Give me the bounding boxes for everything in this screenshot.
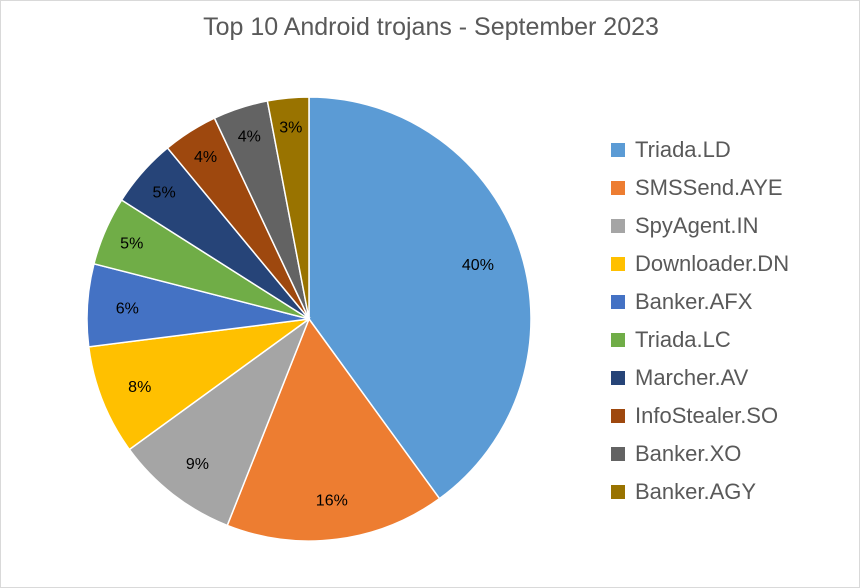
legend-item: Downloader.DN xyxy=(611,245,789,283)
legend-label: Banker.AGY xyxy=(635,479,757,504)
legend-label: Marcher.AV xyxy=(635,365,749,390)
legend-swatch xyxy=(611,143,625,157)
legend-label: SpyAgent.IN xyxy=(635,213,759,238)
data-label: 4% xyxy=(238,128,261,145)
legend-swatch xyxy=(611,257,625,271)
legend: Triada.LD SMSSend.AYE SpyAgent.IN Downloade… xyxy=(611,131,789,511)
legend-swatch xyxy=(611,447,625,461)
legend-item: Triada.LC xyxy=(611,321,789,359)
legend-label: Triada.LD xyxy=(635,137,731,162)
legend-swatch xyxy=(611,485,625,499)
data-label: 4% xyxy=(194,149,217,166)
pie-slice-banker-agy xyxy=(266,96,310,320)
legend-swatch xyxy=(611,371,625,385)
legend-swatch xyxy=(611,181,625,195)
pie-slice-spyagent-in xyxy=(128,316,311,527)
legend-item: Marcher.AV xyxy=(611,359,789,397)
legend-swatch xyxy=(611,333,625,347)
legend-item: Banker.AGY xyxy=(611,473,789,511)
legend-item: Triada.LD xyxy=(611,131,789,169)
pie-slice-smssend-aye xyxy=(226,317,441,542)
legend-label: Banker.AFX xyxy=(635,289,753,314)
legend-item: SpyAgent.IN xyxy=(611,207,789,245)
legend-item: Banker.AFX xyxy=(611,283,789,321)
legend-label: SMSSend.AYE xyxy=(635,175,783,200)
legend-swatch xyxy=(611,295,625,309)
data-label: 5% xyxy=(120,235,143,252)
legend-item: SMSSend.AYE xyxy=(611,169,789,207)
data-label: 16% xyxy=(316,493,348,510)
pie-slice-triada-ld xyxy=(308,96,532,500)
legend-label: InfoStealer.SO xyxy=(635,403,779,428)
data-label: 3% xyxy=(279,120,302,137)
data-label: 8% xyxy=(128,379,151,396)
legend-swatch xyxy=(611,219,625,233)
data-label: 6% xyxy=(116,301,139,318)
legend-item: InfoStealer.SO xyxy=(611,397,789,435)
data-label: 9% xyxy=(186,456,209,473)
legend-label: Triada.LC xyxy=(635,327,731,352)
chart-title: Top 10 Android trojans - September 2023 xyxy=(203,13,659,41)
data-label: 40% xyxy=(462,257,494,274)
legend-item: Banker.XO xyxy=(611,435,789,473)
legend-swatch xyxy=(611,409,625,423)
legend-label: Downloader.DN xyxy=(635,251,790,276)
data-label: 5% xyxy=(153,184,176,201)
pie-slice-downloader-dn xyxy=(87,318,310,451)
legend-label: Banker.XO xyxy=(635,441,742,466)
